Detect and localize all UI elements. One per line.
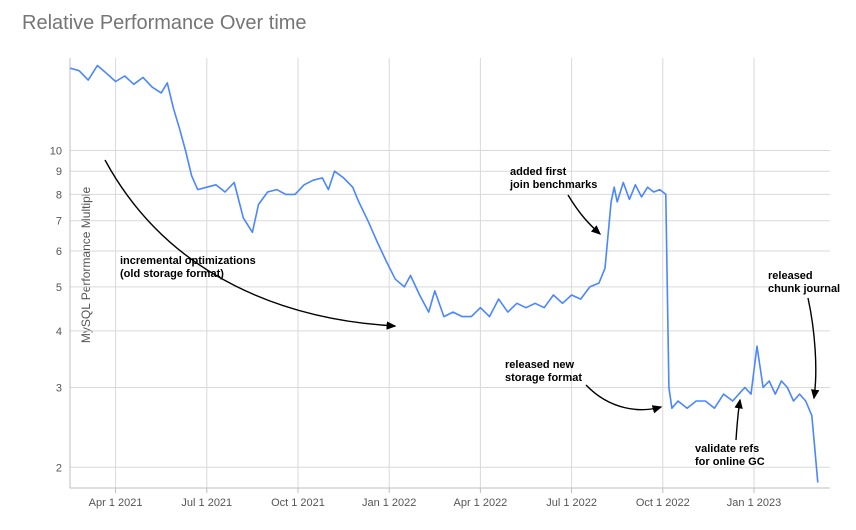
- svg-text:4: 4: [56, 326, 62, 338]
- svg-text:Jan 1 2022: Jan 1 2022: [362, 497, 416, 509]
- annotation-new-storage: released newstorage format: [505, 359, 582, 384]
- svg-text:Jan 1 2023: Jan 1 2023: [727, 497, 781, 509]
- annotation-arrow-chunk-journal: [808, 298, 816, 398]
- annotation-first-join: added firstjoin benchmarks: [510, 166, 597, 191]
- svg-text:3: 3: [56, 382, 62, 394]
- svg-text:Jul 1 2021: Jul 1 2021: [181, 497, 232, 509]
- chart-root: Relative Performance Over time MySQL Per…: [0, 0, 856, 530]
- annotation-arrow-first-join: [568, 195, 600, 234]
- svg-text:Apr 1 2021: Apr 1 2021: [89, 497, 143, 509]
- svg-text:7: 7: [56, 216, 62, 228]
- svg-text:Oct 1 2022: Oct 1 2022: [636, 497, 690, 509]
- annotation-validate-refs: validate refsfor online GC: [695, 443, 765, 468]
- annotation-arrow-validate-refs: [736, 400, 740, 440]
- svg-text:Jul 1 2022: Jul 1 2022: [546, 497, 597, 509]
- annotation-arrow-new-storage: [586, 385, 661, 410]
- svg-text:10: 10: [50, 146, 62, 158]
- svg-text:2: 2: [56, 462, 62, 474]
- svg-text:6: 6: [56, 246, 62, 258]
- annotation-incremental: incremental optimizations(old storage fo…: [120, 255, 256, 280]
- svg-text:5: 5: [56, 282, 62, 294]
- svg-text:8: 8: [56, 189, 62, 201]
- svg-text:Apr 1 2022: Apr 1 2022: [453, 497, 507, 509]
- annotation-chunk-journal: releasedchunk journal: [768, 270, 840, 295]
- svg-text:9: 9: [56, 166, 62, 178]
- svg-text:Oct 1 2021: Oct 1 2021: [271, 497, 325, 509]
